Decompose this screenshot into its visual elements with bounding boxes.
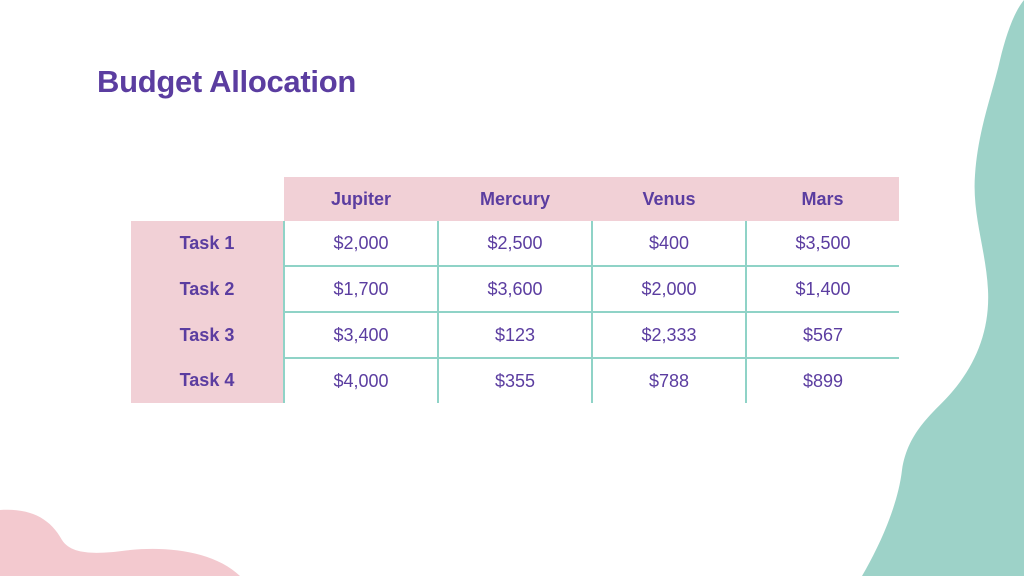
table-cell: $899 xyxy=(745,358,899,403)
table-cell: $4,000 xyxy=(283,358,438,403)
table-header-row: Jupiter Mercury Venus Mars xyxy=(131,177,899,221)
corner-cell xyxy=(131,177,284,221)
row-header: Task 1 xyxy=(131,221,284,266)
table-cell: $2,333 xyxy=(591,312,746,359)
budget-table: Jupiter Mercury Venus Mars Task 1 $2,000… xyxy=(131,177,899,403)
slide-title: Budget Allocation xyxy=(97,64,356,99)
pink-blob-shape xyxy=(0,509,240,576)
table-row: Task 4 $4,000 $355 $788 $899 xyxy=(131,358,899,403)
table-row: Task 1 $2,000 $2,500 $400 $3,500 xyxy=(131,221,899,267)
column-header-mercury: Mercury xyxy=(438,177,592,221)
table-cell: $3,500 xyxy=(745,221,899,267)
table-cell: $123 xyxy=(437,312,592,359)
column-header-mars: Mars xyxy=(746,177,899,221)
table-row: Task 2 $1,700 $3,600 $2,000 $1,400 xyxy=(131,266,899,313)
table-cell: $2,000 xyxy=(283,221,438,267)
table-cell: $567 xyxy=(745,312,899,359)
table-cell: $3,600 xyxy=(437,266,592,313)
column-header-venus: Venus xyxy=(592,177,746,221)
table-cell: $2,500 xyxy=(437,221,592,267)
table-cell: $1,400 xyxy=(745,266,899,313)
table-cell: $2,000 xyxy=(591,266,746,313)
row-header: Task 2 xyxy=(131,266,284,312)
teal-blob-shape xyxy=(862,0,1024,576)
table-cell: $788 xyxy=(591,358,746,403)
table-cell: $400 xyxy=(591,221,746,267)
table-cell: $3,400 xyxy=(283,312,438,359)
table-row: Task 3 $3,400 $123 $2,333 $567 xyxy=(131,312,899,359)
row-header: Task 4 xyxy=(131,358,284,403)
table-cell: $1,700 xyxy=(283,266,438,313)
column-header-jupiter: Jupiter xyxy=(284,177,438,221)
table-cell: $355 xyxy=(437,358,592,403)
row-header: Task 3 xyxy=(131,312,284,358)
